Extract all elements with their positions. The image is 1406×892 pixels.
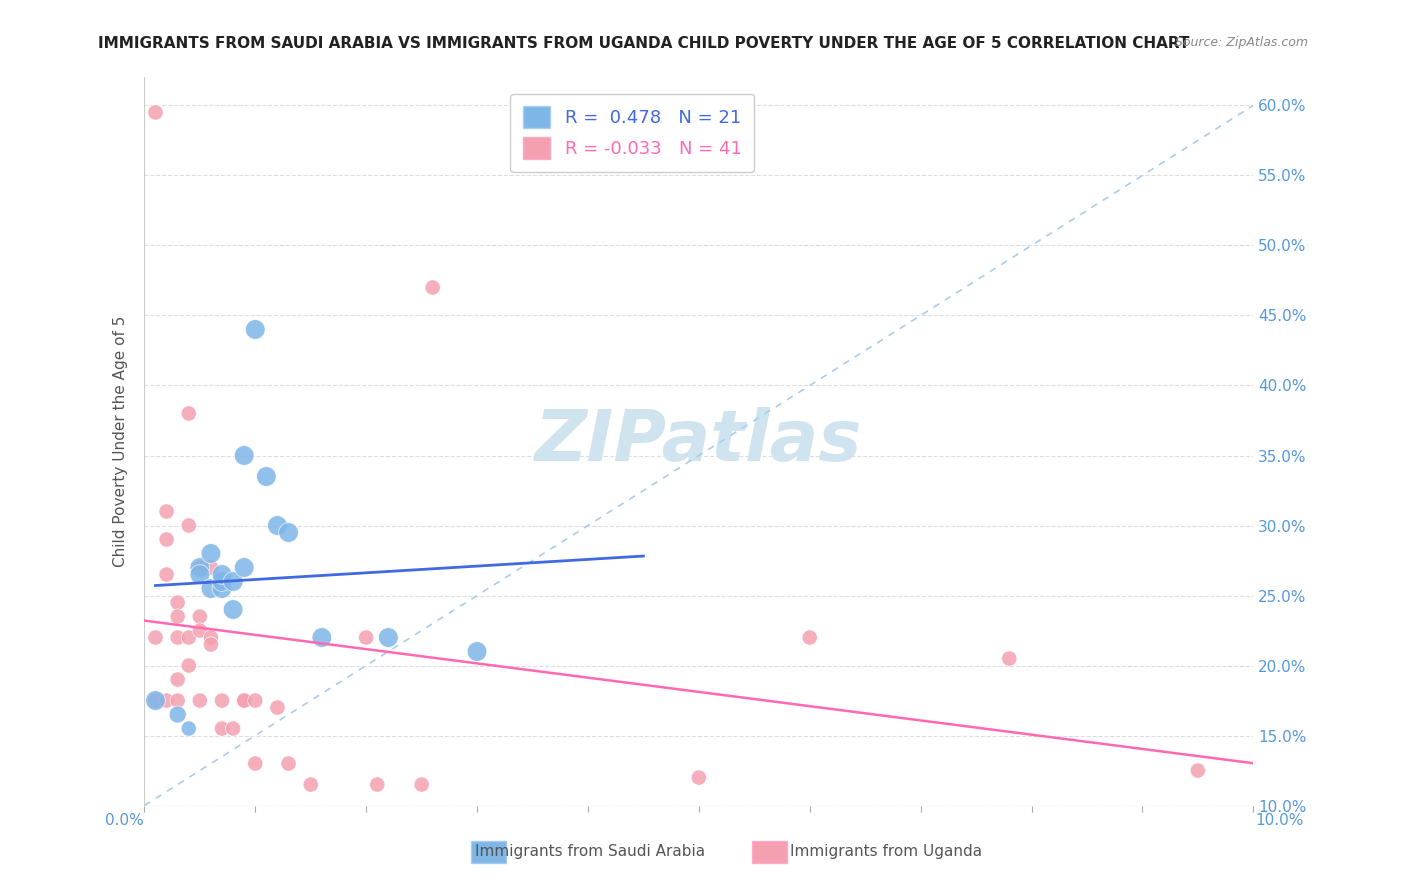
Point [211, 567, 233, 582]
Point [211, 722, 233, 736]
Text: Immigrants from Saudi Arabia: Immigrants from Saudi Arabia [475, 845, 706, 859]
Text: 0.0%: 0.0% [105, 814, 145, 828]
Point [277, 756, 299, 771]
Point [211, 574, 233, 589]
Legend: R =  0.478   N = 21, R = -0.033   N = 41: R = 0.478 N = 21, R = -0.033 N = 41 [510, 94, 754, 172]
Point [245, 693, 267, 707]
Point [188, 560, 211, 574]
Point [233, 560, 256, 574]
Point [200, 560, 222, 574]
Point [411, 778, 433, 792]
Point [233, 449, 256, 463]
Text: Source: ZipAtlas.com: Source: ZipAtlas.com [1174, 36, 1308, 49]
Point [188, 560, 211, 574]
Point [465, 644, 488, 658]
Point [245, 756, 267, 771]
Point [177, 407, 200, 421]
Point [177, 631, 200, 645]
Point [366, 778, 388, 792]
Point [233, 693, 256, 707]
Point [145, 631, 167, 645]
Y-axis label: Child Poverty Under the Age of 5: Child Poverty Under the Age of 5 [114, 316, 128, 567]
Point [177, 722, 200, 736]
Point [155, 533, 177, 547]
Point [166, 609, 188, 624]
Point [354, 631, 377, 645]
Point [688, 771, 710, 785]
Point [155, 504, 177, 518]
Point [145, 693, 167, 707]
Point [177, 518, 200, 533]
Point [233, 693, 256, 707]
Point [799, 631, 821, 645]
Point [188, 567, 211, 582]
Point [422, 280, 444, 294]
Point [145, 693, 167, 707]
Point [200, 638, 222, 652]
Point [1187, 764, 1209, 778]
Text: ZIPatlas: ZIPatlas [536, 407, 862, 476]
Point [200, 582, 222, 596]
Point [211, 693, 233, 707]
Point [299, 778, 322, 792]
Text: Immigrants from Uganda: Immigrants from Uganda [790, 845, 981, 859]
Point [266, 700, 288, 714]
Point [145, 105, 167, 120]
Point [266, 518, 288, 533]
Point [188, 609, 211, 624]
Point [222, 722, 245, 736]
Point [155, 693, 177, 707]
Point [311, 631, 333, 645]
Point [998, 651, 1021, 665]
Point [188, 693, 211, 707]
Point [200, 547, 222, 561]
Point [166, 595, 188, 609]
Text: 10.0%: 10.0% [1256, 814, 1303, 828]
Point [211, 582, 233, 596]
Point [277, 525, 299, 540]
Point [177, 658, 200, 673]
Point [166, 707, 188, 722]
Point [166, 673, 188, 687]
Point [166, 631, 188, 645]
Point [222, 574, 245, 589]
Point [155, 567, 177, 582]
Point [166, 693, 188, 707]
Point [377, 631, 399, 645]
Point [254, 469, 277, 483]
Point [200, 631, 222, 645]
Text: IMMIGRANTS FROM SAUDI ARABIA VS IMMIGRANTS FROM UGANDA CHILD POVERTY UNDER THE A: IMMIGRANTS FROM SAUDI ARABIA VS IMMIGRAN… [98, 36, 1189, 51]
Point [222, 602, 245, 616]
Point [188, 624, 211, 638]
Point [245, 322, 267, 336]
